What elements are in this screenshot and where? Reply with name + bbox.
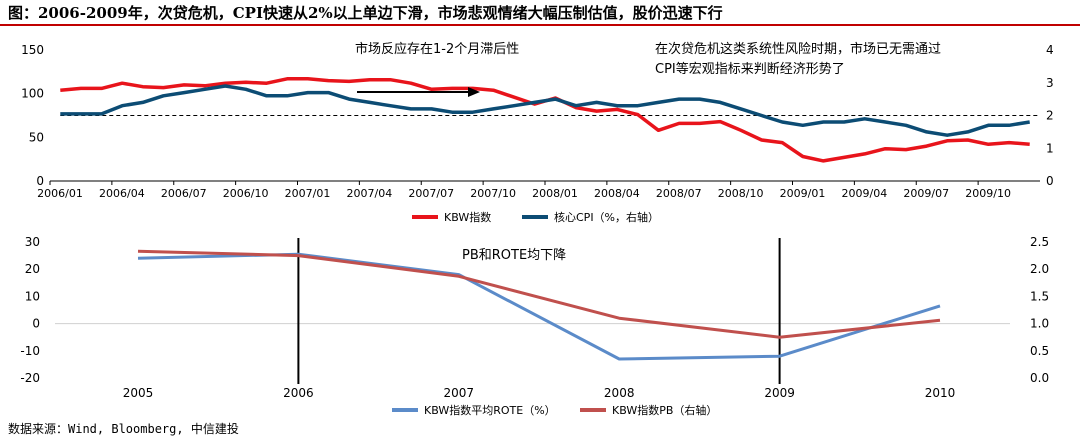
- y-right-tick-label: 0: [1046, 174, 1054, 188]
- y-right-tick-label: 1: [1046, 141, 1054, 155]
- y-left-tick-label: 10: [25, 289, 40, 303]
- chart2-title: PB和ROTE均下降: [462, 248, 566, 263]
- legend-label-rote: KBW指数平均ROTE（%）: [424, 403, 556, 417]
- y-left-tick-label: 30: [25, 235, 40, 249]
- x-tick-label: 2009/10: [965, 187, 1011, 200]
- annotation-lag: 市场反应存在1-2个月滞后性: [355, 41, 519, 57]
- y-left-tick-label: 20: [25, 262, 40, 276]
- page-title: 图：2006-2009年，次贷危机，CPI快速从2%以上单边下滑，市场悲观情绪大…: [8, 4, 723, 22]
- y-right-tick-label: 1.0: [1030, 317, 1049, 331]
- x-tick-label: 2007/10: [470, 187, 516, 200]
- lag-arrow-head: [468, 87, 480, 97]
- x-tick-label: 2005: [123, 386, 154, 400]
- x-tick-label: 2007: [444, 386, 475, 400]
- x-tick-label: 2007/01: [285, 187, 331, 200]
- y-right-tick-label: 1.5: [1030, 289, 1049, 303]
- x-tick-label: 2006/10: [223, 187, 269, 200]
- x-tick-label: 2008/04: [594, 187, 640, 200]
- y-left-tick-label: 150: [21, 43, 44, 57]
- series-line-core-cpi: [60, 84, 1030, 137]
- source-note: 数据来源：Wind, Bloomberg, 中信建投: [8, 422, 239, 436]
- y-left-tick-label: 0: [36, 174, 44, 188]
- y-left-tick-label: 50: [29, 130, 44, 144]
- legend-label-cpi: 核心CPI（%，右轴）: [554, 210, 659, 224]
- y-left-tick-label: 100: [21, 87, 44, 101]
- x-tick-label: 2009/07: [903, 187, 949, 200]
- annotation-note-line2: CPI等宏观指标来判断经济形势了: [655, 61, 845, 77]
- x-tick-label: 2008: [604, 386, 635, 400]
- x-tick-label: 2009/01: [780, 187, 826, 200]
- x-tick-label: 2006/01: [37, 187, 83, 200]
- title-divider: [0, 24, 1080, 26]
- y-left-tick-label: -20: [20, 371, 40, 385]
- x-tick-label: 2006/07: [161, 187, 207, 200]
- legend-label-pb: KBW指数PB（右轴）: [612, 403, 717, 417]
- series-line-pb: [137, 249, 941, 339]
- x-tick-label: 2006: [283, 386, 314, 400]
- x-tick-label: 2009/04: [842, 187, 888, 200]
- y-left-tick-label: -10: [20, 344, 40, 358]
- x-tick-label: 2007/04: [347, 187, 393, 200]
- series-line-rote: [137, 252, 941, 361]
- y-right-tick-label: 2.0: [1030, 262, 1049, 276]
- x-tick-label: 2010: [925, 386, 956, 400]
- y-right-tick-label: 3: [1046, 76, 1054, 90]
- x-tick-label: 2008/07: [656, 187, 702, 200]
- y-right-tick-label: 2: [1046, 109, 1054, 123]
- x-tick-label: 2007/07: [408, 187, 454, 200]
- y-right-tick-label: 2.5: [1030, 235, 1049, 249]
- annotation-note-line1: 在次贷危机这类系统性风险时期，市场已无需通过: [655, 41, 941, 57]
- y-left-tick-label: 0: [32, 317, 40, 331]
- x-tick-label: 2006/04: [99, 187, 145, 200]
- y-right-tick-label: 0.0: [1030, 371, 1049, 385]
- y-right-tick-label: 4: [1046, 43, 1054, 57]
- series-line-kbw: [60, 77, 1030, 163]
- x-tick-label: 2009: [764, 386, 795, 400]
- legend-label-kbw: KBW指数: [444, 210, 491, 224]
- x-tick-label: 2008/01: [532, 187, 578, 200]
- x-tick-label: 2008/10: [718, 187, 764, 200]
- y-right-tick-label: 0.5: [1030, 344, 1049, 358]
